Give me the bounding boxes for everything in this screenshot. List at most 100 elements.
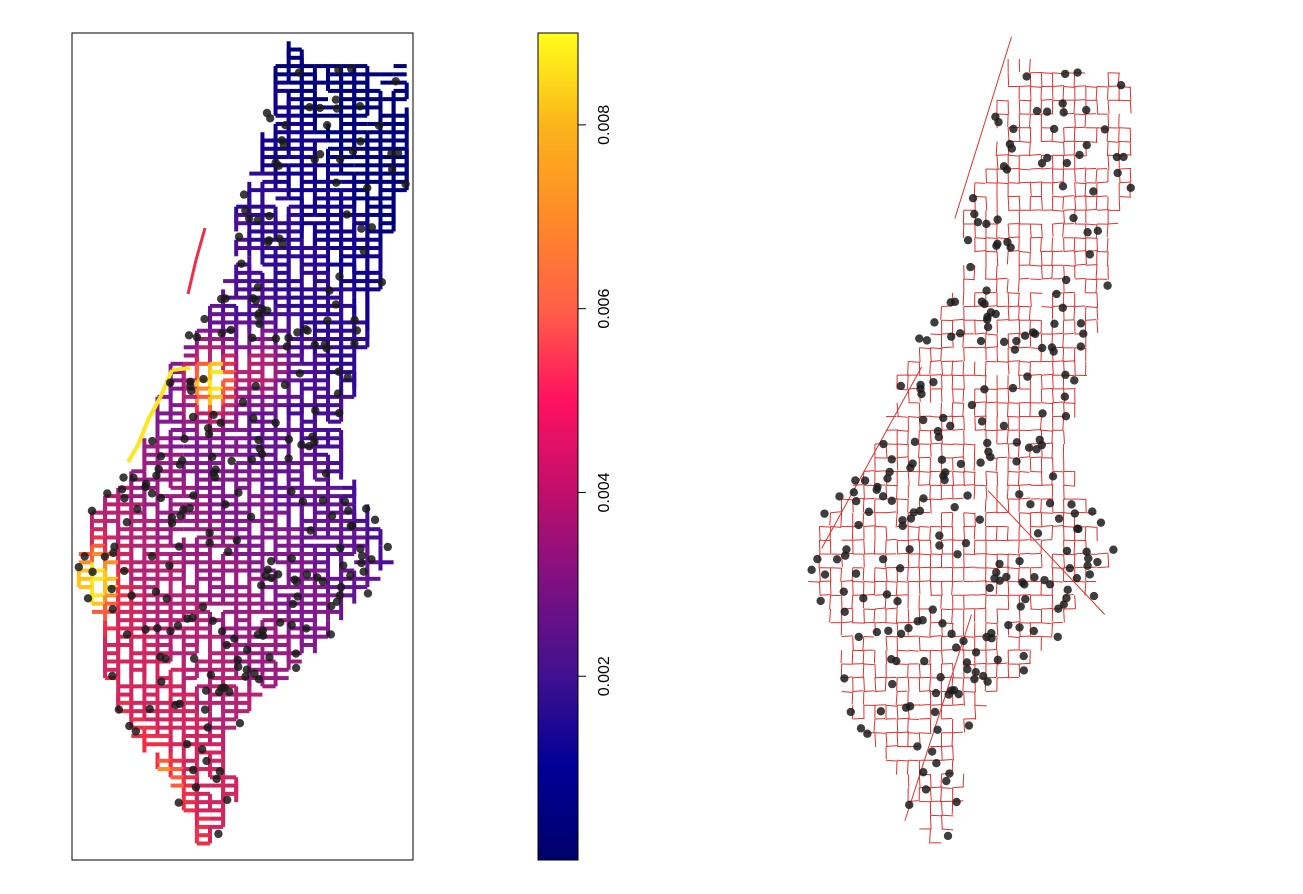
station-point (883, 474, 892, 483)
station-point (999, 421, 1009, 431)
street-segment (818, 581, 821, 595)
street-segment (895, 581, 898, 596)
street-segment (1008, 636, 1019, 638)
station-point (166, 627, 175, 636)
street-segment (1008, 402, 1019, 404)
station-point (839, 587, 848, 596)
station-point (984, 447, 993, 456)
station-point (204, 429, 214, 439)
street-segment (818, 567, 821, 582)
station-point (959, 636, 968, 646)
station-point (302, 624, 311, 633)
station-point (284, 333, 293, 342)
street-segment (1008, 292, 1020, 295)
station-point (1030, 573, 1039, 582)
street-segment (952, 731, 964, 734)
station-point (334, 65, 343, 75)
station-point (1085, 250, 1095, 259)
station-point (1058, 182, 1068, 191)
station-point (1032, 106, 1042, 116)
station-point (343, 373, 352, 382)
street-segment (930, 635, 942, 637)
street-segment (873, 650, 876, 664)
street-segment (940, 347, 943, 361)
station-point (357, 551, 367, 560)
street-segment (886, 731, 899, 734)
station-point (161, 654, 170, 663)
street-segment (1040, 471, 1043, 486)
street-segment (1107, 100, 1110, 114)
street-segment (1052, 181, 1064, 184)
street-segment (874, 676, 887, 679)
station-point (311, 406, 320, 415)
station-point (133, 504, 142, 514)
station-point (985, 583, 994, 593)
station-point (339, 561, 348, 570)
street-segment (1019, 512, 1032, 514)
street-segment (997, 553, 1009, 556)
street-segment (885, 732, 888, 747)
station-point (237, 259, 246, 268)
station-point (1062, 546, 1072, 556)
street-segment (1041, 622, 1052, 625)
station-point (333, 389, 343, 398)
station-point (1052, 289, 1061, 299)
street-segment (896, 457, 899, 471)
street-segment (996, 99, 1009, 102)
street-segment (830, 526, 842, 528)
street-segment (1062, 196, 1065, 210)
station-point (363, 589, 373, 598)
street-segment (963, 691, 976, 693)
station-point (165, 378, 175, 387)
station-point (377, 278, 387, 287)
street-segment (1017, 278, 1020, 293)
station-point (932, 759, 941, 768)
station-point (305, 103, 314, 112)
street-segment (907, 718, 909, 734)
street-segment (974, 416, 976, 430)
station-point (913, 742, 922, 751)
station-point (235, 719, 245, 728)
street-segment (941, 443, 954, 446)
street-segment (985, 196, 988, 211)
street-segment (862, 512, 865, 526)
street-segment (1052, 360, 1065, 362)
street-segment (1085, 86, 1098, 88)
street-segment (908, 526, 920, 528)
street-segment (1051, 553, 1054, 569)
station-point (250, 669, 259, 678)
station-point (1075, 150, 1084, 160)
street-segment (852, 717, 864, 720)
street-segment (1063, 553, 1065, 569)
street-segment (840, 567, 843, 582)
street-segment (1019, 497, 1031, 500)
street-segment (1052, 553, 1064, 556)
station-point (896, 629, 906, 638)
street-segment (918, 581, 921, 595)
street-segment (1074, 113, 1087, 116)
street-segment (940, 773, 943, 788)
station-point (335, 155, 345, 164)
station-point (963, 235, 973, 245)
station-point (212, 774, 221, 784)
street-segment (930, 347, 943, 350)
station-point (147, 489, 157, 498)
station-point (318, 577, 328, 586)
station-point (879, 439, 888, 449)
station-point (183, 614, 192, 623)
street-segment (1052, 222, 1065, 225)
street-segment (962, 333, 965, 348)
street-segment (862, 636, 865, 651)
station-point (1019, 666, 1029, 675)
street-segment (897, 539, 909, 542)
street-segment (1085, 319, 1097, 321)
station-point (88, 567, 97, 577)
station-point (816, 596, 825, 606)
street-segment (1074, 182, 1077, 198)
street-segment (1107, 553, 1110, 568)
street-segment (819, 580, 832, 582)
station-point (980, 385, 989, 394)
street-segment (1030, 538, 1041, 541)
station-point (893, 597, 902, 606)
street-segment (862, 650, 865, 664)
